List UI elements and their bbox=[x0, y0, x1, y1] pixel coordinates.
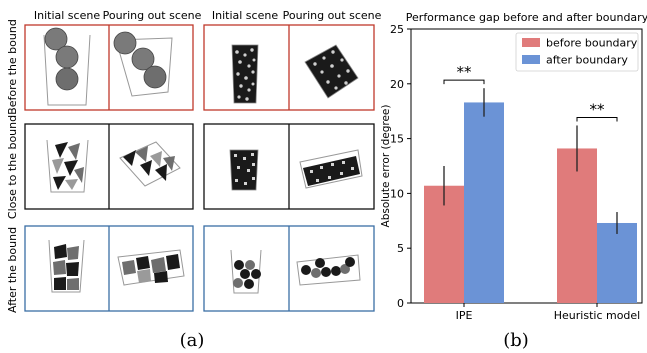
scene-close-pouring-small-particles bbox=[299, 149, 363, 189]
legend-box bbox=[515, 32, 639, 72]
scene-before-initial-large-circles bbox=[43, 27, 91, 106]
x-tick-label: IPE bbox=[456, 309, 473, 322]
scene-close-initial-small-particles bbox=[229, 149, 259, 191]
panel-b-caption: (b) bbox=[503, 330, 529, 351]
significance-bracket bbox=[576, 116, 618, 122]
y-tick-label: 5 bbox=[397, 242, 404, 255]
legend-swatch-before bbox=[522, 38, 540, 47]
error-bars-group bbox=[443, 88, 618, 234]
y-axis-ticks: 0 5 10 15 20 25 bbox=[390, 23, 411, 310]
scene-after-initial-polygons bbox=[48, 239, 85, 293]
bar-after-heuristic bbox=[597, 222, 637, 303]
column-header-4: Pouring out scene bbox=[283, 9, 382, 22]
row-label-3: After the bound bbox=[6, 227, 19, 313]
significance-group: ** ** bbox=[443, 63, 618, 122]
legend-label-before: before boundary bbox=[546, 37, 638, 50]
scene-after-pouring-polygons bbox=[117, 249, 185, 286]
y-axis-label: Absolute error (degree) bbox=[380, 105, 392, 228]
legend-swatch-after bbox=[522, 55, 540, 64]
row-label-1: Before the bound bbox=[6, 19, 19, 115]
panel-a-caption: (a) bbox=[180, 330, 205, 351]
legend: before boundary after boundary bbox=[515, 32, 639, 72]
scene-close-initial-triangles bbox=[46, 139, 89, 193]
scene-after-pouring-small-circles bbox=[296, 254, 361, 286]
significance-label: ** bbox=[457, 63, 473, 81]
y-tick-label: 25 bbox=[390, 23, 404, 36]
bars-group bbox=[424, 102, 637, 303]
scene-before-pouring-large-circles bbox=[113, 31, 173, 97]
significance-bracket bbox=[443, 79, 485, 85]
bar-after-ipe bbox=[464, 102, 504, 303]
scene-after-initial-small-circles bbox=[230, 249, 262, 294]
y-tick-label: 15 bbox=[390, 133, 404, 146]
chart-title: Performance gap before and after boundar… bbox=[406, 11, 647, 24]
y-tick-label: 0 bbox=[397, 297, 404, 310]
plot-frame bbox=[410, 28, 643, 304]
column-header-2: Pouring out scene bbox=[103, 9, 202, 22]
panel-b-chart: Performance gap before and after boundar… bbox=[380, 11, 647, 351]
significance-label: ** bbox=[590, 100, 606, 118]
x-tick-label: Heuristic model bbox=[554, 309, 641, 322]
panel-a-grid: Initial scene Pouring out scene Initial … bbox=[6, 9, 382, 351]
column-header-1: Initial scene bbox=[34, 9, 100, 22]
scene-before-initial-small-particles bbox=[231, 44, 259, 104]
scene-before-pouring-small-particles bbox=[304, 44, 359, 99]
bar-before-heuristic bbox=[557, 148, 597, 303]
scene-close-pouring-triangles bbox=[119, 141, 181, 187]
legend-label-after: after boundary bbox=[546, 54, 628, 67]
x-axis-ticks: IPE Heuristic model bbox=[456, 303, 641, 322]
column-header-3: Initial scene bbox=[212, 9, 278, 22]
y-tick-label: 10 bbox=[390, 187, 404, 200]
y-tick-label: 20 bbox=[390, 78, 404, 91]
row-label-2: Close to the bound bbox=[6, 115, 19, 219]
